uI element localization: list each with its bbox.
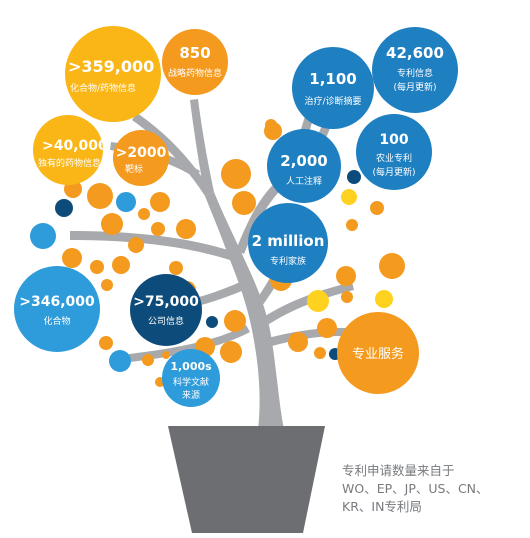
bubble-value: 2,000 — [280, 152, 327, 170]
bubble-label: 化合物/药物信息 — [70, 82, 136, 94]
bubble-company-info: >75,000 公司信息 — [130, 274, 202, 346]
bubble-professional-services: 专业服务 — [337, 312, 419, 394]
bubble-value: 100 — [379, 132, 408, 148]
note-line-2: WO、EP、JP、US、CN、 — [342, 481, 489, 496]
note-line-1: 专利申请数量来自于 — [342, 463, 455, 478]
bubble-label-line2: (每月更新) — [372, 166, 415, 178]
bubble-label: 治疗/诊断摘要 — [304, 95, 361, 107]
bubble-literature-sources: 1,000s 科学文献 来源 — [162, 349, 220, 407]
bubble-label: 战略药物信息 — [168, 67, 222, 79]
bubble-value: 1,000s — [170, 360, 212, 373]
bubble-label: 专利家族 — [270, 255, 306, 267]
bubble-value: >346,000 — [19, 294, 95, 310]
bubble-label-line1: 专利信息 — [397, 67, 433, 79]
bubble-label: 公司信息 — [148, 315, 184, 327]
bubble-label: 独有的药物信息 — [38, 157, 101, 169]
bubble-value: >359,000 — [68, 57, 154, 76]
bubble-value: >40,000 — [42, 138, 108, 154]
bubble-label: 靶标 — [125, 163, 143, 175]
bubble-therapy-abstracts: 1,100 治疗/诊断摘要 — [292, 47, 374, 129]
bubble-value: >2000 — [116, 145, 167, 161]
bubble-manual-annotations: 2,000 人工注释 — [267, 129, 341, 203]
bubble-label: 化合物 — [43, 315, 70, 327]
bubble-patent-info: 42,600 专利信息 (每月更新) — [372, 27, 458, 113]
bubble-compounds-drug-info: >359,000 化合物/药物信息 — [65, 26, 161, 122]
bubble-label-line1: 农业专利 — [376, 152, 412, 164]
note-line-3: KR、IN专利局 — [342, 499, 422, 514]
bubble-label: 人工注释 — [286, 175, 322, 187]
bubble-compounds: >346,000 化合物 — [14, 266, 100, 352]
bubble-strategic-drug-info: 850 战略药物信息 — [162, 29, 228, 95]
bubble-value: 42,600 — [386, 44, 444, 62]
bubble-label-line2: (每月更新) — [393, 81, 436, 93]
tree-pot — [168, 426, 325, 533]
bubble-value: 1,100 — [309, 70, 356, 88]
bubble-label-line1: 科学文献 — [173, 376, 209, 388]
bubble-label-line2: 来源 — [182, 390, 200, 401]
bubble-label: 专业服务 — [352, 346, 404, 362]
bubble-agri-patents: 100 农业专利 (每月更新) — [356, 114, 432, 190]
bubble-value: 2 million — [252, 232, 325, 250]
bubble-targets: >2000 靶标 — [113, 130, 169, 186]
bubble-pipeline-drug-info: >40,000 独有的药物信息 — [33, 115, 108, 185]
bubble-value: 850 — [179, 44, 210, 62]
bubble-value: >75,000 — [133, 294, 199, 310]
patent-source-note: 专利申请数量来自于 WO、EP、JP、US、CN、 KR、IN专利局 — [342, 462, 517, 516]
bubble-patent-families: 2 million 专利家族 — [248, 203, 328, 283]
